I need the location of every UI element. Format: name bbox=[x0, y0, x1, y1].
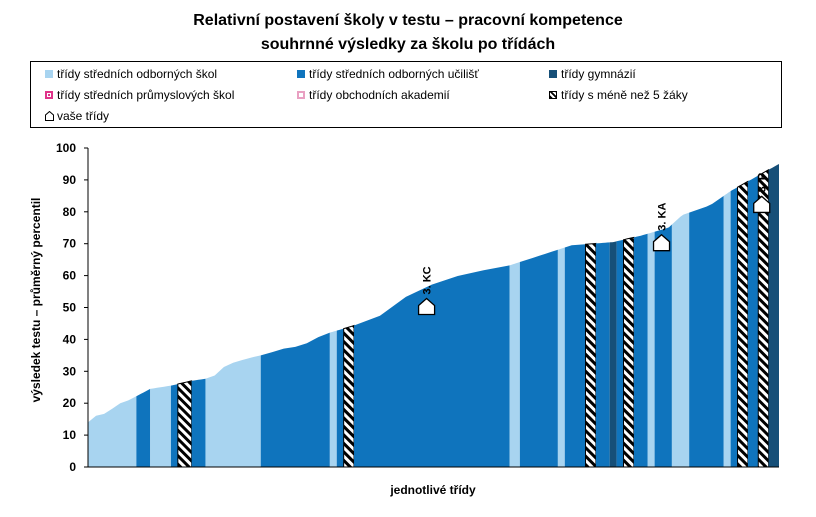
area-segment-4 bbox=[177, 380, 193, 468]
y-axis-label: výsledek testu – průměrný percentil bbox=[29, 198, 43, 403]
legend-swatch-oa bbox=[297, 91, 305, 99]
area-segment-26 bbox=[723, 191, 731, 467]
legend-label-sou: třídy středních odborných učilišť bbox=[309, 67, 479, 81]
your-class-marker-1: 3. KA bbox=[652, 203, 671, 252]
y-tick-label-40: 40 bbox=[63, 332, 77, 346]
legend-item-small: třídy s méně než 5 žáky bbox=[549, 88, 688, 102]
area-segment-16 bbox=[585, 242, 597, 468]
house-icon bbox=[45, 110, 54, 121]
y-tick-label-0: 0 bbox=[69, 460, 76, 474]
area-segment-17 bbox=[595, 242, 610, 467]
area-segment-30 bbox=[757, 168, 770, 468]
your-class-label-1: 3. KA bbox=[657, 203, 669, 231]
y-tick-label-60: 60 bbox=[63, 269, 77, 283]
area-segment-22 bbox=[647, 231, 655, 467]
house-icon bbox=[417, 297, 436, 316]
chart-subtitle: souhrnné výsledky za školu po třídách bbox=[260, 36, 556, 53]
area-segment-31 bbox=[768, 163, 779, 467]
area-segment-25 bbox=[689, 195, 724, 467]
your-class-label-2: 3. P bbox=[757, 173, 769, 193]
area-segment-5 bbox=[191, 378, 206, 467]
area-segment-24 bbox=[671, 212, 690, 467]
legend-item-sou: třídy středních odborných učilišť bbox=[297, 67, 479, 81]
legend-item-oa: třídy obchodních akademií bbox=[297, 88, 450, 102]
area-segment-14 bbox=[557, 247, 565, 467]
area-segment-8 bbox=[329, 330, 337, 467]
area-segment-15 bbox=[564, 244, 586, 467]
x-axis-label: jednotlivé třídy bbox=[389, 483, 476, 497]
legend-label-small: třídy s méně než 5 žáky bbox=[561, 88, 688, 102]
area-segment-13 bbox=[519, 249, 558, 467]
house-icon bbox=[652, 233, 671, 252]
legend-swatch-sps bbox=[45, 91, 53, 99]
your-class-marker-2: 3. P bbox=[753, 173, 771, 214]
legend-swatch-sos bbox=[45, 70, 53, 78]
area-segment-20 bbox=[623, 236, 635, 468]
y-tick-label-20: 20 bbox=[63, 396, 77, 410]
y-tick-label-100: 100 bbox=[56, 141, 76, 155]
area-segment-28 bbox=[737, 180, 749, 468]
area-segment-12 bbox=[509, 262, 520, 467]
area-segment-9 bbox=[336, 328, 344, 467]
chart-legend: třídy středních odborných škol třídy stř… bbox=[30, 61, 782, 128]
y-tick-label-90: 90 bbox=[63, 173, 77, 187]
legend-item-sos: třídy středních odborných škol bbox=[45, 67, 217, 81]
legend-swatch-sou bbox=[297, 70, 305, 78]
area-segment-11 bbox=[354, 265, 510, 467]
house-icon bbox=[753, 195, 771, 214]
chart-title: Relativní postavení školy v testu – prac… bbox=[193, 12, 623, 29]
area-segment-3 bbox=[170, 384, 178, 467]
area-segment-1 bbox=[136, 388, 151, 467]
legend-item-sps: třídy středních průmyslových škol bbox=[45, 88, 234, 102]
legend-swatch-gymnazia bbox=[549, 70, 557, 78]
y-tick-label-30: 30 bbox=[63, 364, 77, 378]
area-segment-7 bbox=[260, 332, 330, 467]
area-segment-19 bbox=[616, 239, 624, 467]
legend-label-sps: třídy středních průmyslových škol bbox=[57, 88, 235, 102]
area-segment-27 bbox=[730, 187, 738, 468]
legend-label-oa: třídy obchodních akademií bbox=[309, 88, 450, 102]
y-tick-label-80: 80 bbox=[63, 205, 77, 219]
your-class-marker-0: 3. KC bbox=[417, 266, 436, 316]
area-segment-2 bbox=[150, 385, 171, 467]
legend-item-gymnazia: třídy gymnázií bbox=[549, 67, 636, 81]
y-tick-label-70: 70 bbox=[63, 237, 77, 251]
area-segment-10 bbox=[343, 324, 355, 468]
y-tick-label-10: 10 bbox=[63, 428, 77, 442]
area-segment-6 bbox=[205, 355, 261, 467]
your-class-label-0: 3. KC bbox=[422, 266, 434, 294]
area-segment-0 bbox=[88, 396, 137, 467]
area-segment-18 bbox=[609, 241, 617, 467]
legend-label-yours: vaše třídy bbox=[57, 109, 110, 123]
area-segment-23 bbox=[654, 224, 672, 467]
area-segment-21 bbox=[633, 233, 648, 467]
legend-item-yours: vaše třídy bbox=[45, 109, 109, 123]
area-segment-29 bbox=[747, 175, 759, 467]
y-tick-label-50: 50 bbox=[63, 301, 77, 315]
legend-label-gymnazia: třídy gymnázií bbox=[561, 67, 636, 81]
legend-swatch-small bbox=[549, 91, 557, 99]
legend-label-sos: třídy středních odborných škol bbox=[57, 67, 218, 81]
